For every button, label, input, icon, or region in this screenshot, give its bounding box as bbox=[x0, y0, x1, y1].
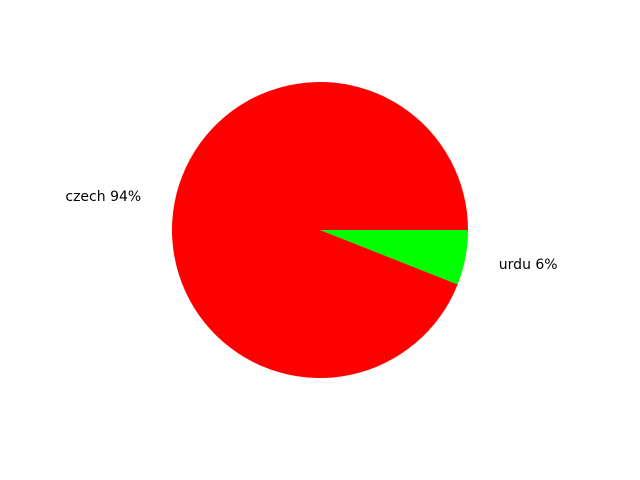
pie-label-czech: czech 94% bbox=[65, 189, 141, 205]
pie-label-urdu: urdu 6% bbox=[499, 257, 558, 273]
pie-slice-czech bbox=[172, 82, 469, 379]
pie-slice-urdu bbox=[320, 230, 468, 285]
